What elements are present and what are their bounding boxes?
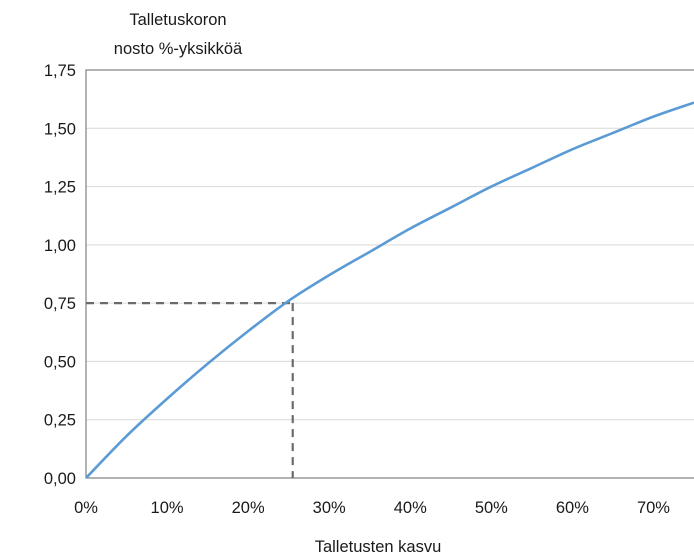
y-tick-label-7: 1,75 — [44, 62, 76, 80]
y-axis-title: Talletuskoron nosto %-yksikköä — [114, 11, 243, 58]
x-tick-label-5: 50% — [475, 499, 508, 517]
y-tick-label-2: 0,50 — [44, 353, 76, 371]
y-tick-label-6: 1,50 — [44, 120, 76, 138]
x-tick-label-1: 10% — [151, 499, 184, 517]
x-tick-label-0: 0% — [74, 499, 98, 517]
x-tick-label-2: 20% — [232, 499, 265, 517]
y-tick-label-5: 1,25 — [44, 179, 76, 197]
x-axis-title: Talletusten kasvu — [315, 538, 442, 556]
x-tick-label-3: 30% — [313, 499, 346, 517]
x-tick-labels: 0% 10% 20% 30% 40% 50% 60% 70% — [74, 499, 670, 517]
y-tick-labels: 0,00 0,25 0,50 0,75 1,00 1,25 1,50 1,75 — [44, 62, 76, 488]
y-tick-label-0: 0,00 — [44, 470, 76, 488]
series-line-0 — [85, 101, 694, 479]
gridlines — [86, 127, 694, 421]
plot-frame — [85, 69, 694, 479]
series-layer — [85, 101, 694, 479]
y-axis-title-line-2: nosto %-yksikköä — [114, 40, 243, 58]
y-tick-label-4: 1,00 — [44, 237, 76, 255]
y-tick-label-3: 0,75 — [44, 295, 76, 313]
y-tick-label-1: 0,25 — [44, 412, 76, 430]
x-tick-label-6: 60% — [556, 499, 589, 517]
x-tick-label-4: 40% — [394, 499, 427, 517]
x-tick-label-7: 70% — [637, 499, 670, 517]
reference-lines — [86, 302, 294, 478]
y-axis-title-line-1: Talletuskoron — [129, 11, 226, 29]
